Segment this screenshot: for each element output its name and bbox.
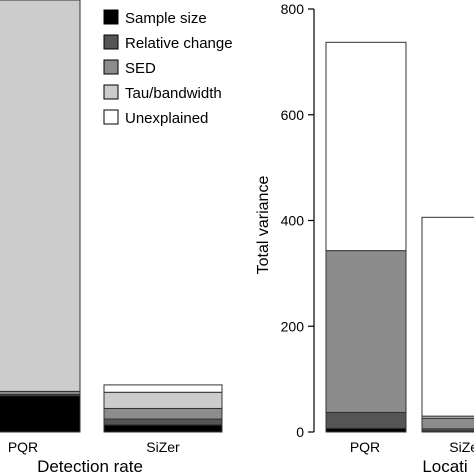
right-bar-segment-sizer-unexplained [421,216,474,417]
legend-swatch-sed [103,59,119,75]
legend-label-sed: SED [125,60,156,77]
right-y-tick-label-200: 200 [281,318,305,334]
right-y-tick-label-600: 600 [281,107,305,123]
right-bar-segment-pqr-unexplained [325,41,407,252]
right-x-axis-label: Locati [422,457,467,474]
right-category-label-sizer: SiZer [449,439,474,455]
left-category-label-sizer: SiZer [146,439,180,455]
legend-label-relative-change: Relative change [125,35,233,52]
left-bar-segment-sizer-sed [103,407,223,420]
right-bars [325,41,474,433]
legend-label-unexplained: Unexplained [125,110,208,127]
legend-swatch-tau-bandwidth [103,84,119,100]
right-bar-segment-pqr-sed [325,250,407,413]
left-bar-segment-pqr-tau-bandwidth [0,0,81,392]
right-y-tick-label-400: 400 [281,213,305,229]
legend-label-sample-size: Sample size [125,10,207,27]
right-y-ticks: 0 200 400 600 800 [281,1,314,440]
left-panel: Sample size Relative change SED Tau/bandwid… [0,0,233,474]
legend-swatch-unexplained [103,109,119,125]
right-bar-segment-pqr-sample-size [325,427,407,433]
left-bars [0,0,223,433]
left-bar-segment-sizer-tau-bandwidth [103,391,223,409]
right-bar-segment-sizer-sed [421,417,474,430]
left-x-axis-label: Detection rate [37,457,143,474]
left-bar-segment-sizer-relative-change [103,418,223,426]
right-panel: 0 200 400 600 800 PQR SiZer Locati Total var… [255,1,474,474]
left-bar-segment-sizer-sample-size [103,424,223,433]
left-bar-segment-pqr-sample-size [0,395,81,433]
legend-swatch-sample-size [103,9,119,25]
legend-swatch-relative-change [103,34,119,50]
right-y-axis-label: Total variance [255,176,272,275]
right-y-tick-label-800: 800 [281,1,305,17]
left-category-label-pqr: PQR [8,439,38,455]
right-category-label-pqr: PQR [350,439,380,455]
legend: Sample size Relative change SED Tau/bandwid… [103,9,233,127]
right-y-tick-label-0: 0 [296,424,304,440]
right-bar-segment-pqr-relative-change [325,411,407,429]
legend-label-tau-bandwidth: Tau/bandwidth [125,85,222,102]
left-bar-segment-sizer-unexplained [103,384,223,393]
